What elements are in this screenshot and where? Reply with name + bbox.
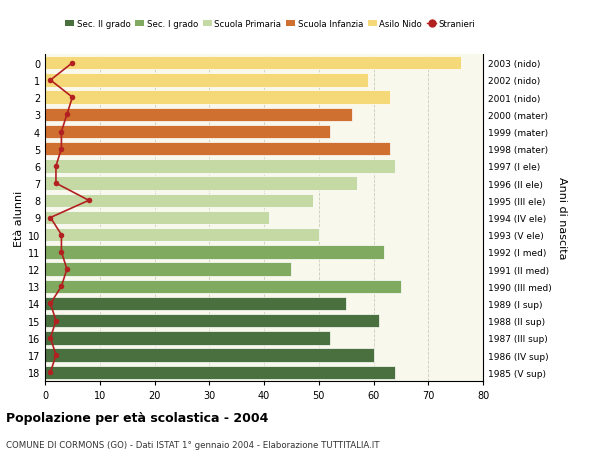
- Point: [51, 163, 61, 170]
- Point: [51, 317, 61, 325]
- Bar: [45, 91, 390, 105]
- Bar: [45, 280, 401, 293]
- Point: [46, 335, 55, 342]
- Bar: [45, 263, 292, 276]
- Bar: [45, 143, 390, 156]
- Bar: [45, 126, 330, 139]
- Y-axis label: Età alunni: Età alunni: [14, 190, 23, 246]
- Bar: [45, 297, 346, 310]
- Legend: Sec. II grado, Sec. I grado, Scuola Primaria, Scuola Infanzia, Asilo Nido, Stran: Sec. II grado, Sec. I grado, Scuola Prim…: [62, 17, 479, 33]
- Bar: [45, 331, 330, 345]
- Bar: [45, 246, 385, 259]
- Point: [56, 129, 66, 136]
- Bar: [45, 366, 395, 379]
- Point: [56, 249, 66, 256]
- Bar: [45, 57, 461, 70]
- Point: [46, 77, 55, 84]
- Bar: [45, 74, 368, 88]
- Bar: [45, 194, 313, 207]
- Bar: [45, 229, 319, 242]
- Point: [56, 146, 66, 153]
- Bar: [45, 177, 357, 190]
- Point: [51, 180, 61, 187]
- Point: [46, 300, 55, 308]
- Text: COMUNE DI CORMONS (GO) - Dati ISTAT 1° gennaio 2004 - Elaborazione TUTTITALIA.IT: COMUNE DI CORMONS (GO) - Dati ISTAT 1° g…: [6, 440, 380, 449]
- Point: [62, 266, 72, 273]
- Bar: [45, 160, 395, 173]
- Bar: [45, 211, 269, 225]
- Point: [46, 369, 55, 376]
- Point: [46, 214, 55, 222]
- Point: [56, 231, 66, 239]
- Bar: [45, 108, 352, 122]
- Y-axis label: Anni di nascita: Anni di nascita: [557, 177, 567, 259]
- Point: [68, 60, 77, 67]
- Text: Popolazione per età scolastica - 2004: Popolazione per età scolastica - 2004: [6, 412, 268, 425]
- Point: [56, 283, 66, 290]
- Point: [84, 197, 94, 205]
- Point: [68, 94, 77, 101]
- Bar: [45, 348, 374, 362]
- Bar: [45, 314, 379, 328]
- Point: [62, 112, 72, 119]
- Point: [51, 352, 61, 359]
